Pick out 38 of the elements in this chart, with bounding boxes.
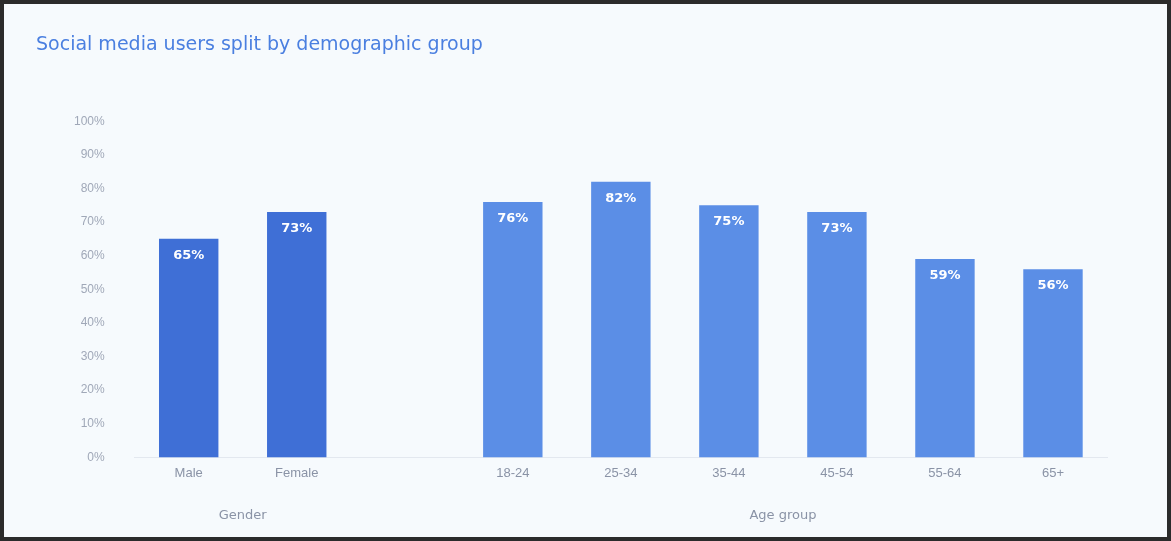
data-label: 59% [929,266,961,282]
bar [1023,269,1083,458]
bar [915,259,975,458]
bar [591,181,651,458]
y-tick-label: 60% [80,247,106,262]
data-label: 82% [605,189,637,205]
y-tick-label: 100% [73,113,106,128]
data-label: 73% [821,219,853,235]
y-tick-label: 20% [80,382,106,397]
y-tick-label: 10% [80,416,106,431]
bar [483,201,543,458]
text: Gender [218,506,268,522]
x-tick-label: 45-54 [820,464,854,480]
text: Age group [749,506,817,522]
x-tick-label: 55-64 [928,464,962,480]
bar [159,238,219,458]
y-tick-label: 30% [80,348,106,363]
x-tick-label: 35-44 [712,464,746,480]
y-tick-label: 0% [87,449,106,464]
bar [267,211,327,458]
y-tick-label: 40% [80,315,106,330]
x-tick-label: 18-24 [496,464,530,480]
x-tick-label: 65+ [1041,464,1065,480]
y-tick-label: 80% [80,180,106,195]
x-tick-label: Female [275,464,319,480]
y-tick-label: 70% [80,214,106,229]
data-label: 76% [497,209,529,225]
data-label: 56% [1037,277,1069,292]
bar [807,211,867,458]
x-tick-label: Male [174,464,203,480]
data-label: 65% [173,246,205,262]
y-tick-label: 50% [80,281,106,296]
bar [699,205,759,458]
data-label: 73% [281,219,313,235]
x-tick-label: 25-34 [604,464,638,480]
y-tick-label: 90% [80,147,106,162]
data-label: 75% [713,213,745,229]
chart-title: Social media users split by demographic group [36,32,483,54]
